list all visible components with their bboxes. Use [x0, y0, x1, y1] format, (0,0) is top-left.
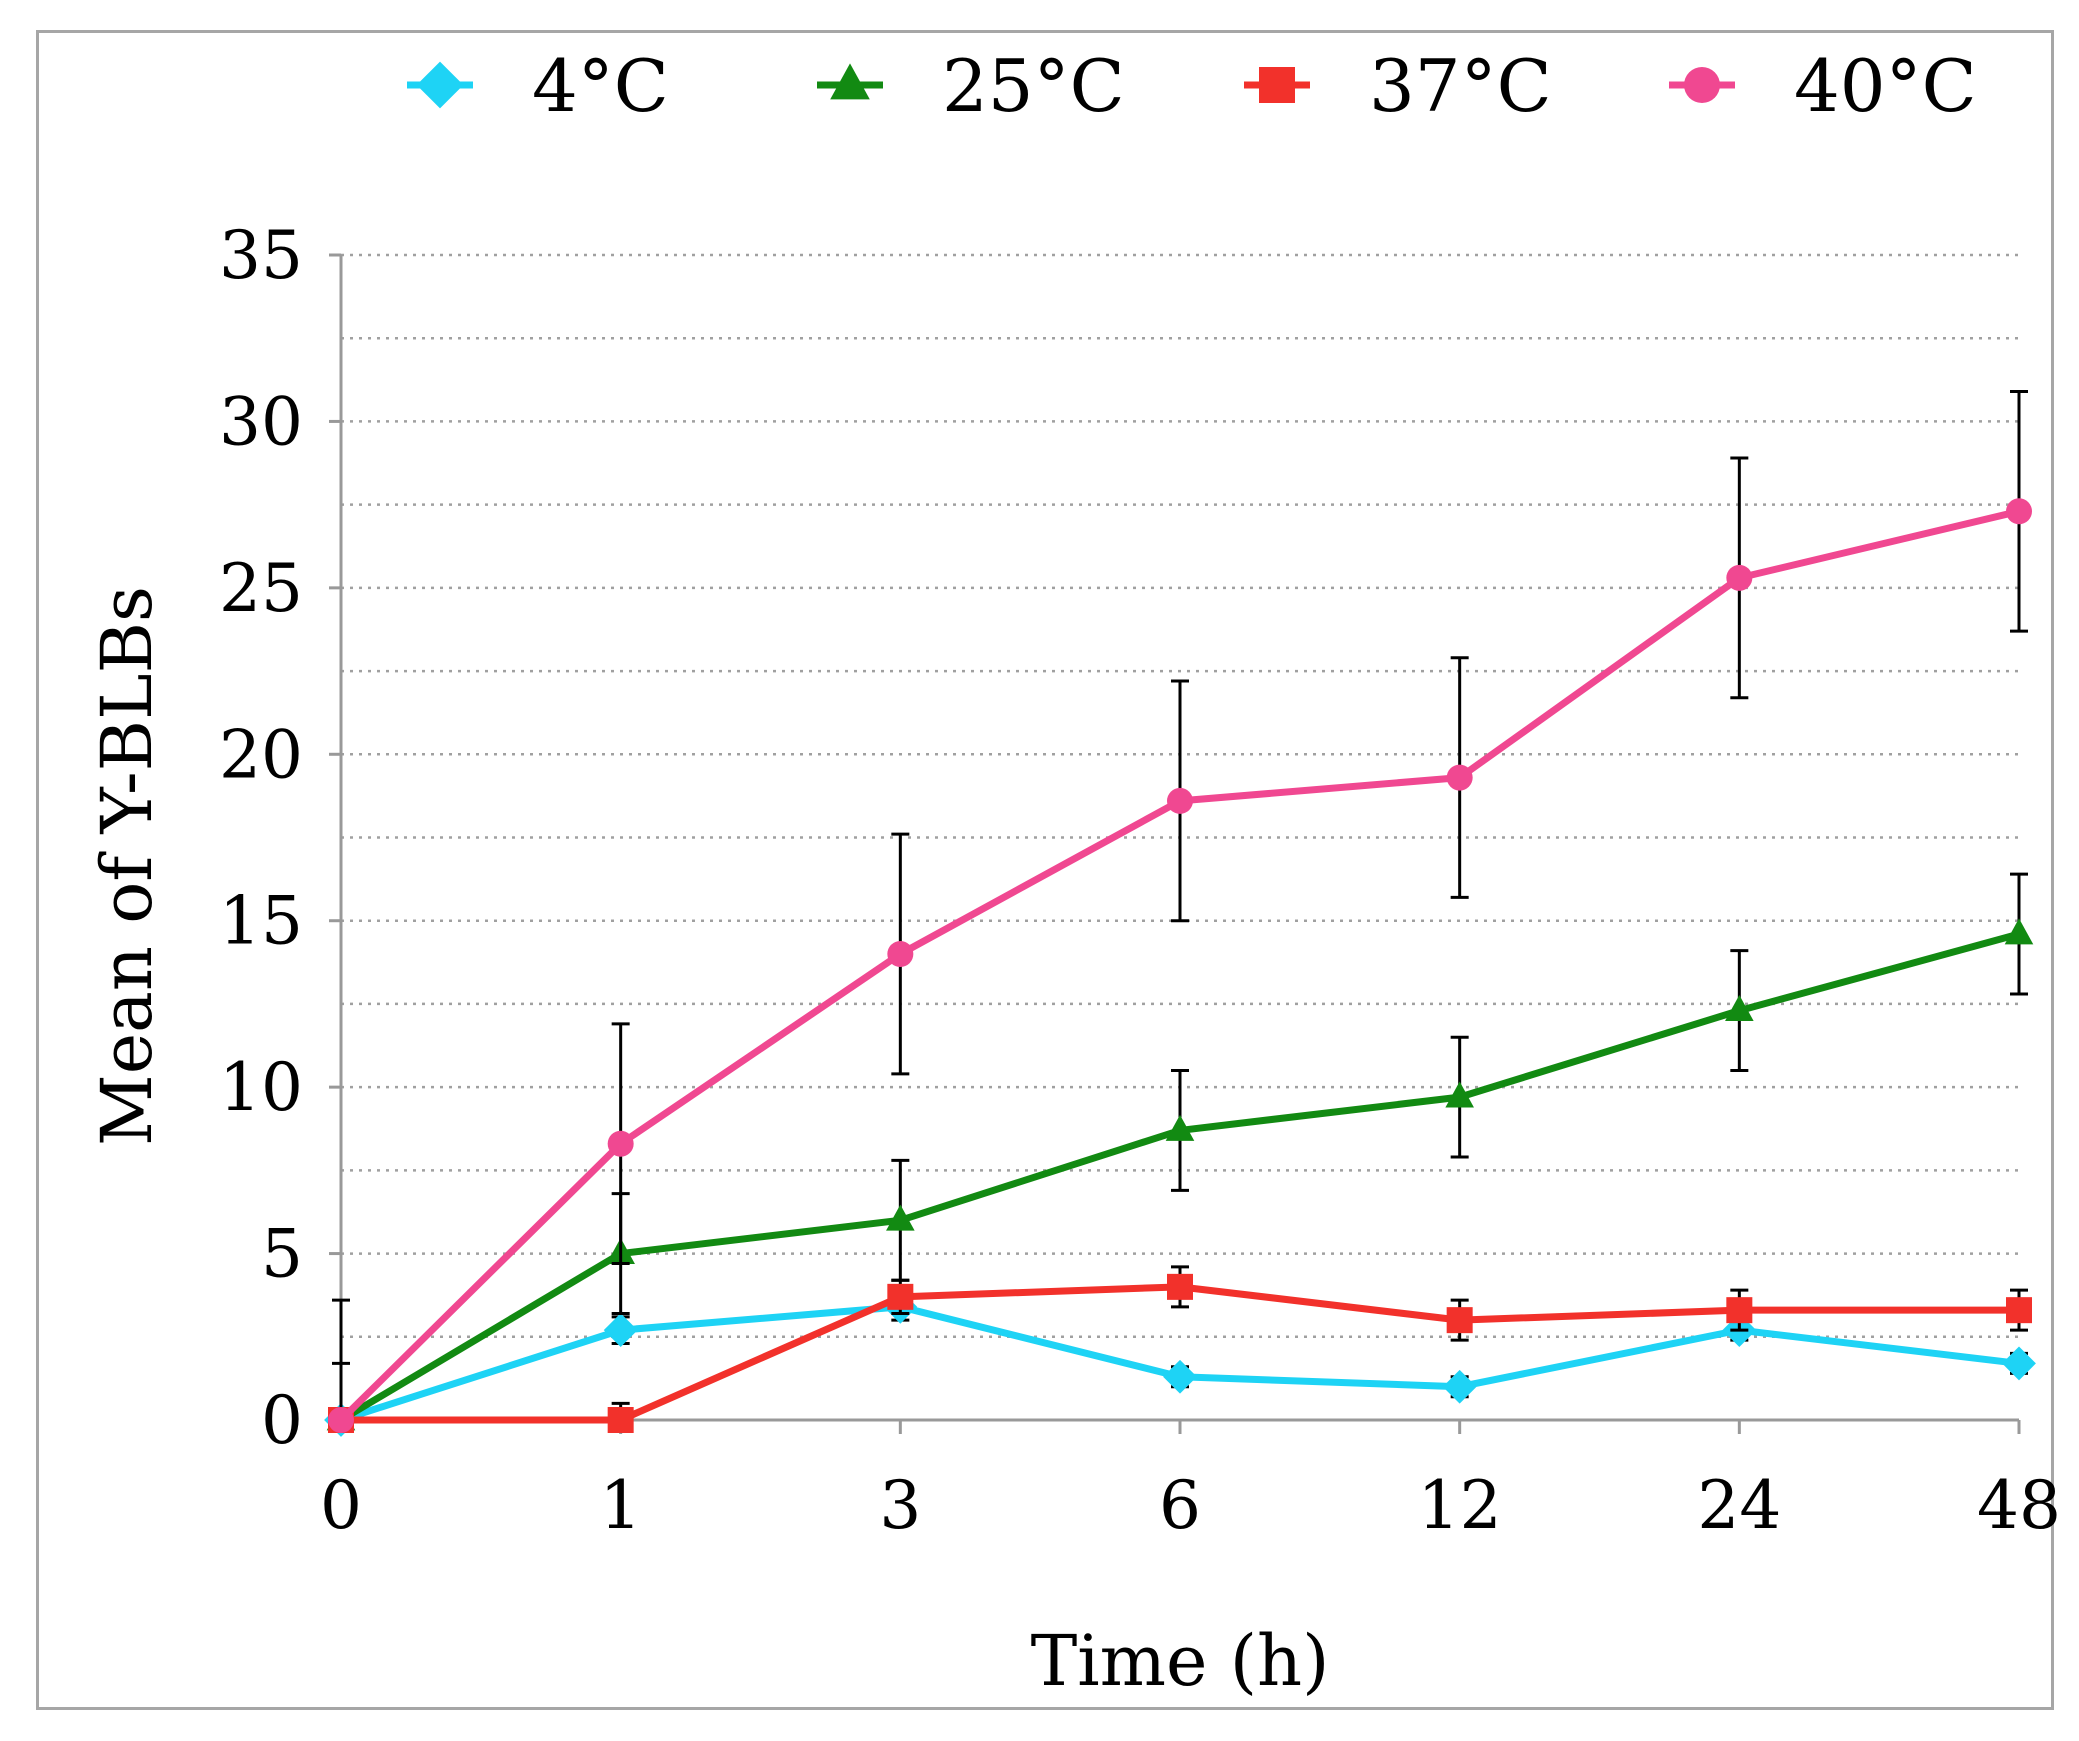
- data-point: [1726, 1297, 1753, 1324]
- data-point: [2006, 498, 2032, 525]
- legend-item: 40°C: [1669, 44, 1977, 128]
- y-tick-label: 0: [261, 1382, 303, 1459]
- series-1: [326, 872, 2034, 1431]
- x-tick-label: 1: [600, 1467, 642, 1544]
- legend-label: 40°C: [1794, 44, 1977, 128]
- data-point: [328, 1407, 354, 1433]
- data-point: [1445, 1081, 1474, 1108]
- data-point: [603, 1313, 638, 1348]
- legend-marker: [1259, 67, 1295, 103]
- legend-label: 25°C: [942, 44, 1125, 128]
- x-tick-label: 6: [1159, 1467, 1201, 1544]
- data-point: [1165, 1114, 1195, 1141]
- y-tick-labels: 0 5 10 15 20 25 30 35: [219, 217, 341, 1459]
- data-point: [1446, 764, 1473, 791]
- data-point: [1725, 994, 1754, 1021]
- data-point: [2002, 1346, 2036, 1381]
- data-point: [2004, 918, 2034, 945]
- x-tick-label: 3: [879, 1467, 921, 1544]
- x-tick-labels: 0 1 3 6 12 24 48: [320, 1420, 2057, 1544]
- y-tick-label: 25: [219, 550, 303, 627]
- legend-marker: [1684, 67, 1720, 103]
- legend-item: 4°C: [407, 44, 669, 128]
- data-point: [1167, 1273, 1193, 1300]
- data-point: [607, 1130, 634, 1157]
- y-axis-title: Mean of Y-BLBs: [86, 586, 168, 1146]
- data-point: [607, 1407, 634, 1433]
- y-tick-label: 30: [219, 383, 303, 460]
- x-tick-label: 48: [1977, 1467, 2057, 1544]
- y-tick-label: 10: [219, 1049, 303, 1126]
- data-point: [887, 1283, 914, 1310]
- chart-frame: 0 5 10 15 20 25 30 35 0 1 3 6 12 24 48 4°C 25°C 37°C 40°…: [36, 30, 2057, 1710]
- data-point: [1726, 564, 1753, 591]
- data-series: [324, 389, 2036, 1437]
- y-tick-label: 35: [219, 217, 303, 294]
- legend-marker: [830, 63, 870, 100]
- legend-marker: [416, 61, 464, 109]
- data-point: [887, 941, 914, 967]
- y-tick-label: 15: [219, 883, 303, 960]
- y-tick-label: 20: [219, 716, 303, 793]
- legend-label: 4°C: [532, 44, 669, 128]
- x-axis-title: Time (h): [1031, 1620, 1330, 1702]
- series-2: [328, 1265, 2032, 1433]
- data-point: [1446, 1307, 1473, 1334]
- data-point: [2006, 1297, 2032, 1324]
- x-tick-label: 24: [1697, 1467, 1781, 1544]
- data-point: [1442, 1369, 1477, 1404]
- legend-label: 37°C: [1369, 44, 1552, 128]
- x-tick-label: 0: [320, 1467, 362, 1544]
- legend-item: 37°C: [1244, 44, 1552, 128]
- line-chart: 0 5 10 15 20 25 30 35 0 1 3 6 12 24 48 4°C 25°C 37°C 40°…: [86, 44, 2057, 1702]
- legend-item: 25°C: [817, 44, 1125, 128]
- data-point: [1167, 787, 1193, 814]
- data-point: [886, 1204, 915, 1231]
- series-3: [328, 389, 2032, 1433]
- legend: 4°C 25°C 37°C 40°C: [407, 44, 1977, 128]
- x-tick-label: 12: [1418, 1467, 1502, 1544]
- data-point: [1163, 1359, 1197, 1394]
- y-tick-label: 5: [261, 1216, 303, 1293]
